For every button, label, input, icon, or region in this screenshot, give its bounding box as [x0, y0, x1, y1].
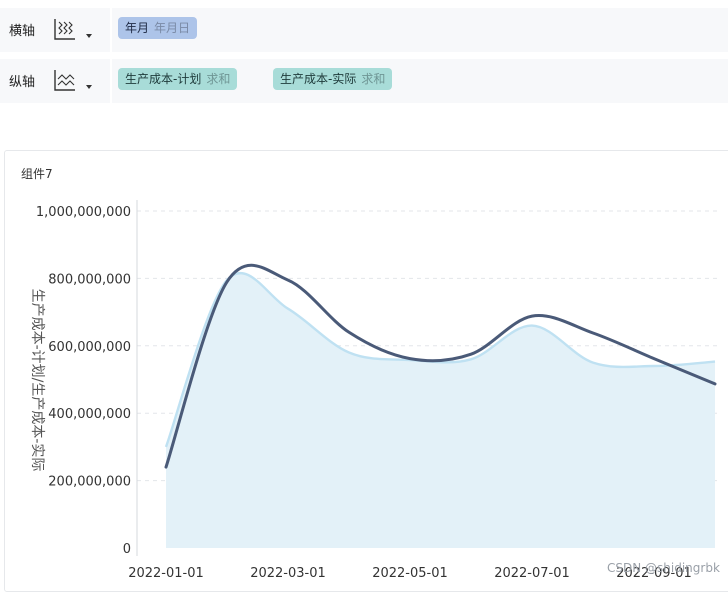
y-tick-label: 800,000,000	[48, 272, 131, 287]
x-tick-label: 2022-01-01	[128, 566, 204, 581]
y-field-name: 生产成本-计划	[125, 72, 202, 86]
y-field-aggregation: 求和	[361, 72, 386, 86]
x-axis-field-row: 横轴 年月 年月日	[0, 8, 728, 52]
y-axis-title: 生产成本-计划/生产成本-实际	[29, 289, 45, 472]
x-axis-dimension-icon[interactable]	[52, 16, 78, 42]
x-axis-label: 横轴	[9, 24, 36, 39]
x-tick-label: 2022-03-01	[250, 566, 326, 581]
y-tick-label: 0	[123, 542, 131, 557]
x-axis: 2022-01-01 2022-03-01 2022-05-01 2022-07-01…	[128, 566, 692, 581]
row-divider	[110, 59, 112, 103]
watermark: CSDN @shidingrbk	[607, 561, 720, 575]
y-field-aggregation: 求和	[206, 72, 231, 86]
y-tick-label: 200,000,000	[48, 475, 131, 490]
actual-series-line[interactable]	[164, 263, 717, 469]
y-axis-field-pill-plan[interactable]: 生产成本-计划 求和	[118, 68, 238, 90]
x-axis-field-granularity: 年月日	[154, 21, 191, 35]
plan-area-layer	[164, 271, 716, 548]
x-axis-field-pill[interactable]: 年月 年月日	[118, 17, 198, 39]
plan-area-fill	[166, 273, 715, 548]
y-field-name: 生产成本-实际	[280, 72, 357, 86]
row-divider	[110, 8, 112, 52]
x-axis-field-name: 年月	[125, 21, 150, 35]
x-tick-label: 2022-07-01	[494, 566, 570, 581]
actual-line-layer	[164, 263, 717, 469]
y-axis-field-row: 纵轴 生产成本-计划 求和 生产成本-实际 求和	[0, 59, 728, 103]
y-tick-label: 400,000,000	[48, 407, 131, 422]
component-title: 组件7	[21, 167, 53, 181]
y-axis-field-pill-actual[interactable]: 生产成本-实际 求和	[273, 68, 393, 90]
y-axis-label: 纵轴	[9, 75, 36, 90]
y-axis-chevron-down-icon[interactable]	[86, 85, 92, 89]
x-tick-label: 2022-05-01	[372, 566, 448, 581]
y-tick-label: 600,000,000	[48, 340, 131, 355]
y-axis: 0 200,000,000 400,000,000 600,000,000 800,00…	[36, 200, 138, 557]
y-axis-measure-icon[interactable]	[52, 67, 78, 93]
y-tick-label: 1,000,000,000	[36, 205, 131, 220]
x-axis-chevron-down-icon[interactable]	[86, 34, 92, 38]
x-tick-label: 2022-09-01	[616, 566, 692, 581]
